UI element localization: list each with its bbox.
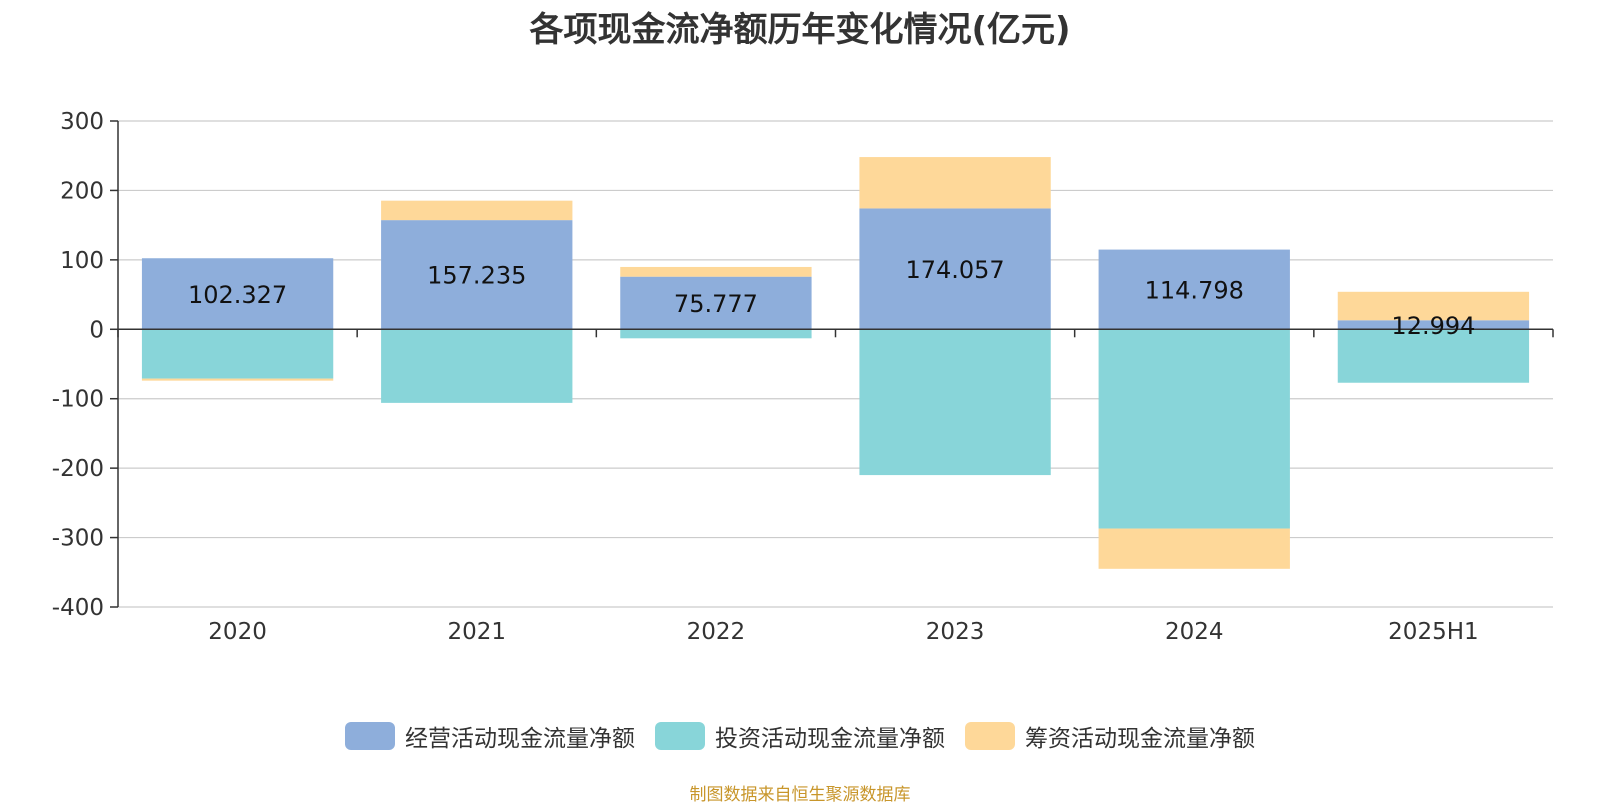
y-tick-label: -300	[52, 526, 104, 552]
legend-item-financing[interactable]: 筹资活动现金流量净额	[965, 719, 1255, 753]
legend-item-operating[interactable]: 经营活动现金流量净额	[345, 719, 635, 753]
legend-swatch-operating	[345, 722, 395, 750]
legend-swatch-financing	[965, 722, 1015, 750]
bar-investing	[141, 329, 334, 379]
chart-title: 各项现金流净额历年变化情况(亿元)	[529, 10, 1071, 50]
x-tick-label: 2021	[447, 619, 506, 645]
y-tick-label: -400	[52, 595, 104, 621]
source-note: 制图数据来自恒生聚源数据库	[689, 785, 911, 805]
bar-financing	[141, 378, 334, 381]
legend-item-investing[interactable]: 投资活动现金流量净额	[655, 719, 945, 753]
bar-operating	[620, 276, 812, 330]
data-label: 114.798	[1145, 276, 1244, 304]
x-tick-label: 2024	[1165, 619, 1224, 645]
bar-financing	[620, 266, 812, 277]
x-tick-label: 2020	[208, 619, 267, 645]
bar-financing	[1337, 291, 1530, 321]
legend-label-financing: 筹资活动现金流量净额	[1025, 726, 1255, 752]
bar-operating	[141, 258, 334, 330]
bar-operating	[1337, 320, 1530, 330]
legend-label-operating: 经营活动现金流量净额	[405, 726, 635, 752]
x-tick-label: 2023	[926, 619, 985, 645]
bar-financing	[1098, 528, 1290, 569]
legend-swatch-investing	[655, 722, 705, 750]
data-label: 102.327	[188, 281, 287, 309]
data-label: 157.235	[427, 262, 526, 290]
bar-operating	[1098, 249, 1290, 330]
legend-label-investing: 投资活动现金流量净额	[715, 726, 945, 752]
bar-investing	[859, 329, 1051, 476]
y-tick-label: 300	[60, 109, 104, 135]
bar-financing	[859, 157, 1051, 209]
x-tick-label: 2022	[687, 619, 746, 645]
bar-investing	[620, 329, 812, 339]
y-tick-label: -100	[52, 387, 104, 413]
bar-investing	[1337, 329, 1530, 383]
y-tick-label: -200	[52, 456, 104, 482]
bar-operating	[381, 220, 573, 330]
y-tick-label: 100	[60, 248, 104, 274]
y-tick-label: 0	[89, 317, 104, 343]
bar-investing	[381, 329, 573, 403]
y-tick-label: 200	[60, 178, 104, 204]
data-label: 12.994	[1391, 312, 1475, 340]
bar-financing	[381, 200, 573, 221]
bar-operating	[859, 208, 1051, 330]
bar-investing	[1098, 329, 1290, 529]
legend: 经营活动现金流量净额 投资活动现金流量净额 筹资活动现金流量净额	[0, 718, 1600, 754]
data-label: 174.057	[905, 256, 1004, 284]
x-tick-label: 2025H1	[1388, 619, 1478, 645]
data-label: 75.777	[674, 290, 758, 318]
